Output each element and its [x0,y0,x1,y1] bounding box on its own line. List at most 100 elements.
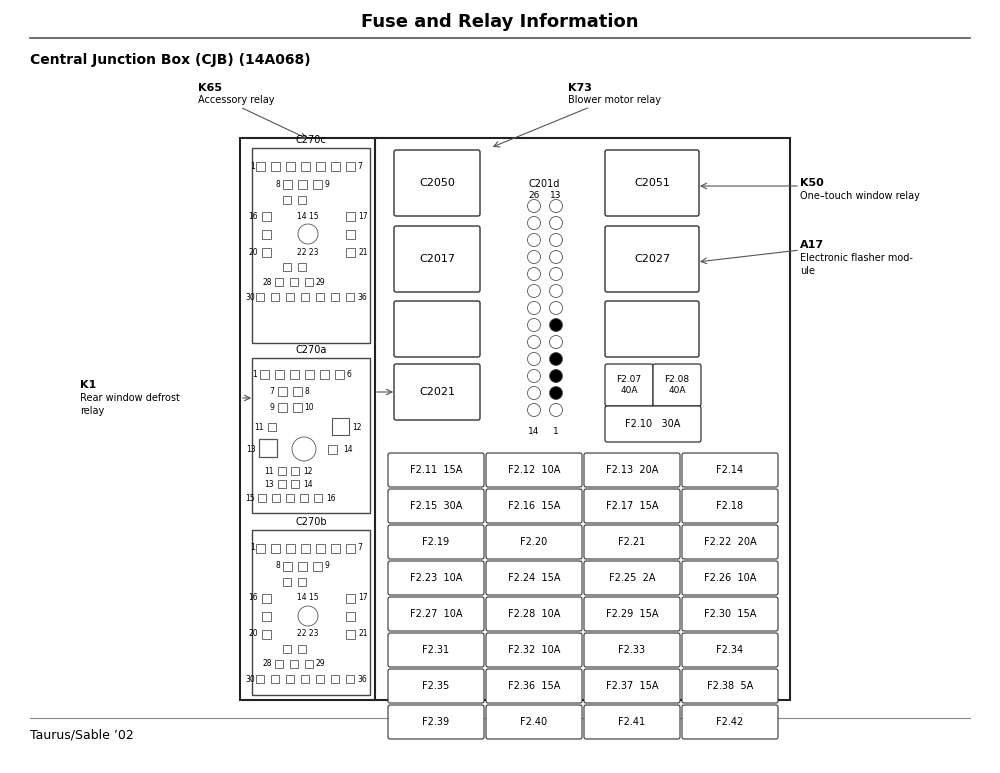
Text: K65: K65 [198,83,222,93]
Text: F2.07
40A: F2.07 40A [616,376,642,395]
Bar [316,293,324,301]
FancyBboxPatch shape [682,453,778,487]
Bar [240,138,790,700]
Bar [275,278,283,286]
Text: 13: 13 [264,479,274,489]
Bar [252,530,370,695]
Bar [283,179,292,189]
Bar [335,369,344,379]
Bar [346,675,354,683]
Text: 28: 28 [263,659,272,669]
Text: F2.32  10A: F2.32 10A [508,645,560,655]
Text: F2.25  2A: F2.25 2A [609,573,655,583]
Bar [275,369,284,379]
Text: ule: ule [800,266,815,276]
Text: F2.08
40A: F2.08 40A [664,376,690,395]
Bar [332,418,349,435]
Bar [256,675,264,683]
Bar [286,675,294,683]
Text: relay: relay [80,406,104,416]
FancyBboxPatch shape [486,705,582,739]
FancyBboxPatch shape [394,301,480,357]
Text: F2.20: F2.20 [520,537,548,547]
Bar [301,675,309,683]
Circle shape [550,404,562,417]
FancyBboxPatch shape [486,669,582,703]
Text: 1: 1 [250,162,255,171]
FancyBboxPatch shape [605,226,699,292]
Text: F2.19: F2.19 [422,537,450,547]
Bar [271,543,280,553]
Text: C270a: C270a [295,345,327,355]
FancyBboxPatch shape [486,489,582,523]
Bar [283,578,291,586]
Bar [262,212,271,220]
Bar [346,543,355,553]
Circle shape [550,369,562,383]
Text: 17: 17 [358,594,368,602]
Bar [301,543,310,553]
Text: Electronic flasher mod-: Electronic flasher mod- [800,253,913,263]
Text: 7: 7 [357,162,362,171]
Circle shape [550,352,562,366]
Text: 20: 20 [248,247,258,257]
Text: 11: 11 [255,423,264,431]
Bar [346,212,355,220]
Bar [275,660,283,668]
Circle shape [528,233,540,247]
Bar [259,439,277,457]
Bar [305,278,313,286]
Bar [283,263,291,271]
Bar [256,543,265,553]
Circle shape [298,606,318,626]
Bar [293,403,302,411]
Text: 7: 7 [357,543,362,553]
Text: 9: 9 [269,403,274,411]
Text: 30: 30 [245,292,255,301]
Text: F2.36  15A: F2.36 15A [508,681,560,691]
FancyBboxPatch shape [486,561,582,595]
Bar [283,645,291,653]
Bar [286,162,295,171]
Text: F2.40: F2.40 [520,717,548,727]
Bar [300,494,308,502]
Text: K1: K1 [80,380,96,390]
Text: 36: 36 [357,675,367,683]
Bar [252,358,370,513]
Text: 16: 16 [248,212,258,220]
Text: 22 23: 22 23 [297,247,319,257]
FancyBboxPatch shape [388,669,484,703]
Bar [298,645,306,653]
Text: F2.33: F2.33 [618,645,646,655]
Bar [346,611,355,621]
Text: F2.38  5A: F2.38 5A [707,681,753,691]
Text: 14: 14 [528,427,540,435]
Text: F2.24  15A: F2.24 15A [508,573,560,583]
Text: C2051: C2051 [634,178,670,188]
Circle shape [550,284,562,298]
Circle shape [528,352,540,366]
Bar [260,369,269,379]
FancyBboxPatch shape [682,597,778,631]
Circle shape [528,250,540,264]
FancyBboxPatch shape [682,633,778,667]
Text: F2.16  15A: F2.16 15A [508,501,560,511]
Bar [320,369,329,379]
Text: K50: K50 [800,178,824,188]
Circle shape [550,199,562,213]
Text: One–touch window relay: One–touch window relay [800,191,920,201]
FancyBboxPatch shape [388,561,484,595]
FancyBboxPatch shape [584,453,680,487]
Bar [271,293,279,301]
Text: 9: 9 [324,179,329,189]
Bar [305,660,313,668]
FancyBboxPatch shape [388,633,484,667]
Bar [258,494,266,502]
Bar [298,263,306,271]
Text: 13: 13 [550,190,562,199]
Text: K73: K73 [568,83,592,93]
Text: F2.30  15A: F2.30 15A [704,609,756,619]
Text: 26: 26 [528,190,540,199]
Circle shape [528,267,540,281]
Bar [298,578,306,586]
